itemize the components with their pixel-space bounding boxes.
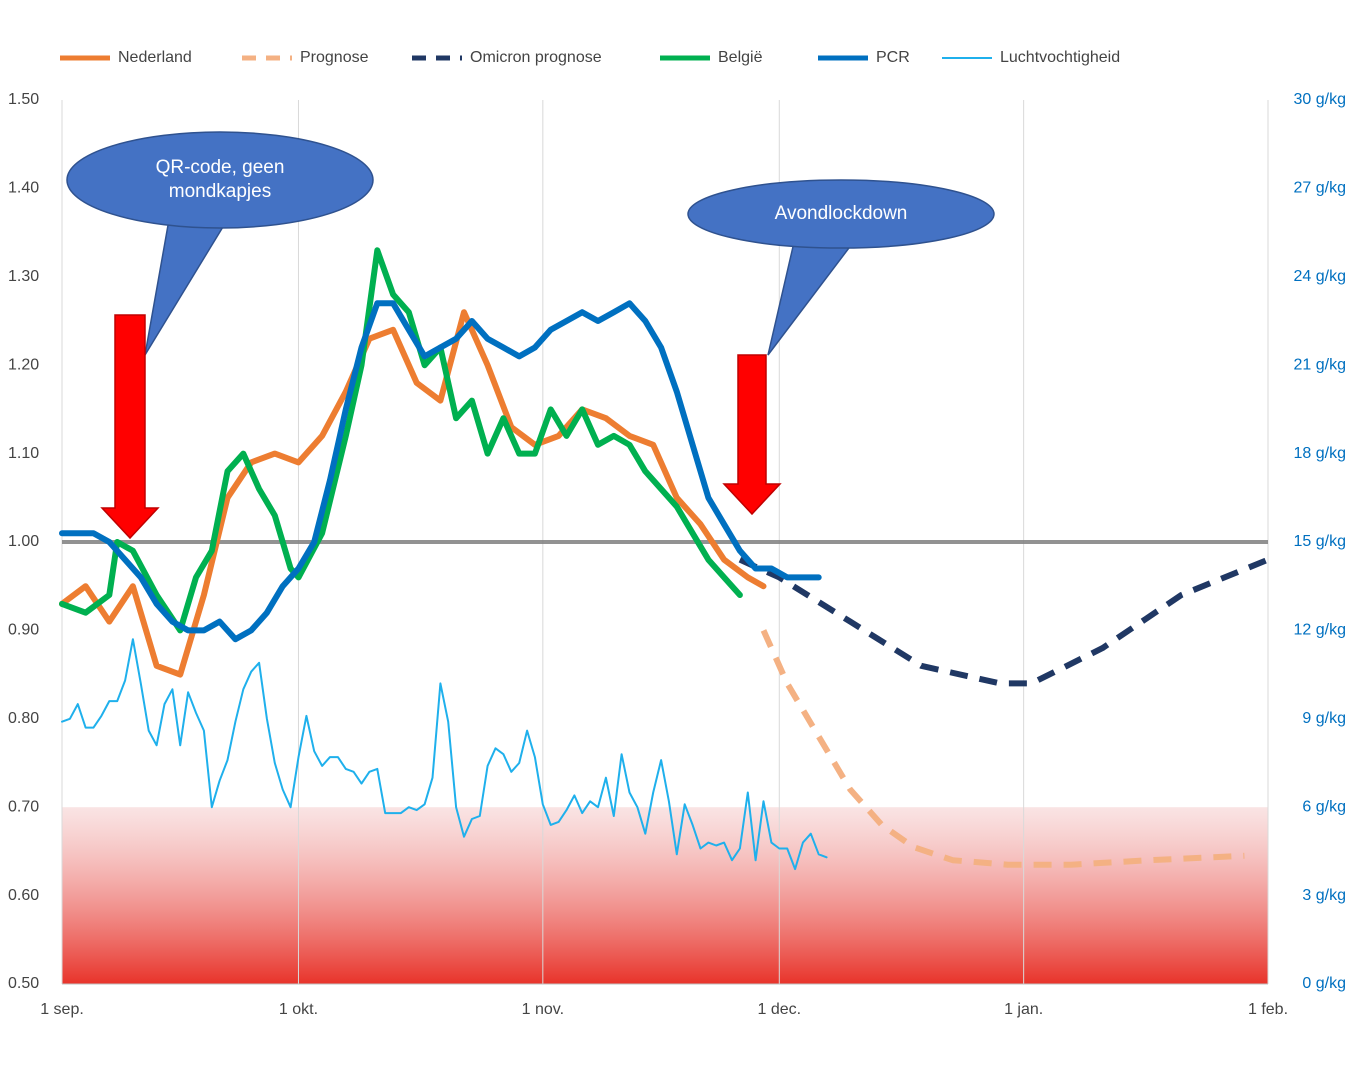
y2-tick-label: 3 g/kg — [1302, 887, 1346, 904]
y-tick-label: 0.80 — [8, 710, 39, 727]
y2-tick-label: 18 g/kg — [1294, 445, 1346, 462]
legend-label: Luchtvochtigheid — [1000, 49, 1120, 66]
legend-label: Prognose — [300, 49, 369, 66]
y2-tick-label: 9 g/kg — [1302, 710, 1346, 727]
y-tick-label: 0.90 — [8, 622, 39, 639]
series-line — [738, 556, 1270, 687]
y-tick-label: 0.60 — [8, 887, 39, 904]
series-line — [61, 638, 828, 871]
callout-bubble — [767, 235, 860, 356]
x-tick-label: 1 jan. — [1004, 1001, 1043, 1018]
y-tick-label: 1.50 — [8, 91, 39, 108]
callout-bubble — [144, 211, 234, 356]
legend-label: België — [718, 49, 763, 66]
y-tick-label: 0.70 — [8, 798, 39, 815]
annotation: QR-code, geen mondkapjes — [155, 157, 285, 202]
series-line — [59, 300, 822, 643]
y2-tick-label: 6 g/kg — [1302, 798, 1346, 815]
y-tick-label: 1.10 — [8, 445, 39, 462]
legend-label: Omicron prognose — [470, 49, 602, 66]
y2-tick-label: 12 g/kg — [1294, 622, 1346, 639]
shaded-band — [62, 807, 1268, 984]
y-tick-label: 1.20 — [8, 356, 39, 373]
y2-tick-label: 15 g/kg — [1294, 533, 1346, 550]
x-tick-label: 1 dec. — [757, 1001, 801, 1018]
y2-tick-label: 27 g/kg — [1294, 180, 1346, 197]
arrow — [722, 354, 782, 516]
legend-label: Nederland — [118, 49, 192, 66]
y-tick-label: 1.00 — [8, 533, 39, 550]
y2-tick-label: 21 g/kg — [1294, 356, 1346, 373]
annotation: Avondlockdown — [774, 203, 908, 224]
x-tick-label: 1 sep. — [40, 1001, 84, 1018]
x-tick-label: 1 nov. — [522, 1001, 564, 1018]
legend-label: PCR — [876, 49, 910, 66]
series-line — [59, 309, 767, 678]
y-tick-label: 0.50 — [8, 975, 39, 992]
y2-tick-label: 24 g/kg — [1294, 268, 1346, 285]
series-line — [760, 629, 1245, 868]
x-tick-label: 1 okt. — [279, 1001, 318, 1018]
callout-bubble — [66, 131, 374, 229]
callout-bubble — [687, 179, 995, 249]
y2-tick-label: 0 g/kg — [1302, 975, 1346, 992]
y2-tick-label: 30 g/kg — [1294, 91, 1346, 108]
y-tick-label: 1.30 — [8, 268, 39, 285]
y-tick-label: 1.40 — [8, 180, 39, 197]
arrow — [100, 314, 160, 540]
x-tick-label: 1 feb. — [1248, 1001, 1288, 1018]
